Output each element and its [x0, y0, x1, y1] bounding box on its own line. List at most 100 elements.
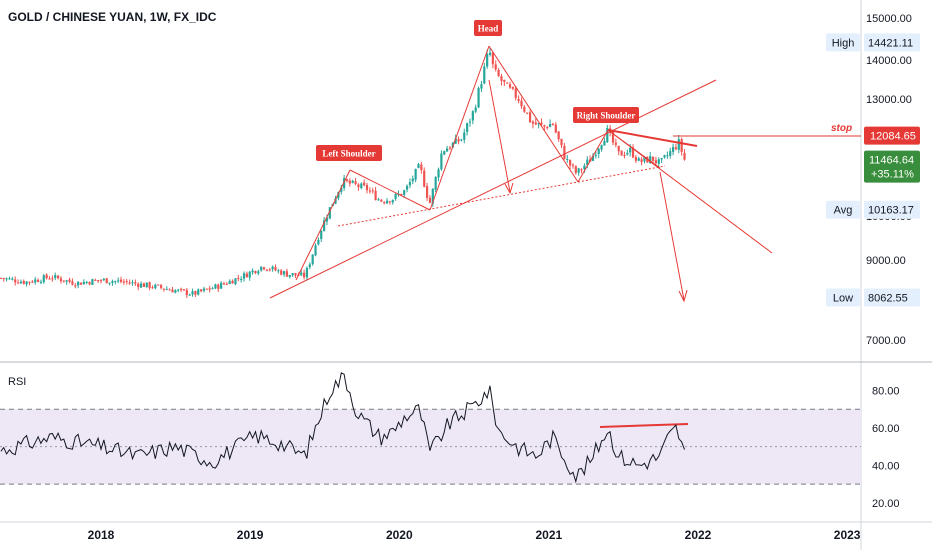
candle: [142, 282, 146, 287]
candle: [466, 122, 469, 136]
price-tag: 12084.65: [864, 126, 920, 145]
candle: [345, 178, 349, 183]
candle: [111, 279, 114, 286]
left-shoulder-leg-2: [349, 169, 431, 211]
candle: [208, 285, 211, 293]
candle: [383, 201, 386, 205]
candle: [260, 266, 263, 272]
candle: [551, 122, 555, 126]
candle: [257, 269, 260, 276]
candle: [245, 271, 248, 278]
candlestick-series: [0, 47, 686, 299]
candle: [443, 150, 446, 156]
candle: [511, 86, 514, 91]
candle: [317, 237, 320, 246]
candle: [471, 110, 474, 125]
candle: [606, 124, 609, 143]
candle: [222, 281, 226, 285]
candle: [228, 279, 231, 285]
head-annotation: Head: [474, 20, 502, 36]
candle: [448, 145, 452, 151]
candle: [534, 118, 537, 126]
candle: [554, 122, 557, 134]
rsi-divergence-line: [599, 423, 689, 428]
right-shoulder-label: Right Shoulder: [577, 111, 636, 121]
candle: [265, 269, 269, 272]
candle: [657, 157, 660, 168]
candle: [151, 285, 154, 289]
candle: [79, 282, 83, 285]
candle: [380, 198, 383, 203]
candle: [569, 159, 572, 170]
candle: [231, 279, 234, 284]
right-shoulder-annotation: Right Shoulder: [573, 107, 639, 123]
candle: [491, 51, 494, 69]
candle: [351, 179, 354, 184]
candle: [240, 276, 243, 283]
candle: [205, 288, 208, 290]
candle: [99, 279, 103, 284]
candle: [463, 128, 466, 144]
price-tag-value: 8062.55: [868, 292, 908, 304]
rsi-axis: 80.00 60.00 40.00 20.00: [872, 385, 900, 509]
candle: [411, 175, 414, 185]
candle: [91, 278, 94, 285]
right-shoulder-leg-1: [577, 129, 609, 183]
candle: [486, 49, 489, 69]
candle: [434, 176, 437, 193]
candle: [254, 270, 257, 275]
candle: [288, 274, 291, 279]
candle: [22, 279, 25, 285]
candle: [377, 197, 380, 201]
candle: [25, 281, 28, 287]
candle: [48, 276, 51, 280]
left-shoulder-annotation: Left Shoulder: [316, 145, 382, 161]
candle: [517, 95, 520, 104]
candle: [262, 266, 266, 271]
candle: [139, 281, 143, 289]
candle: [2, 277, 5, 282]
price-tag-label: Avg: [834, 205, 853, 217]
candle: [508, 81, 512, 89]
candle: [323, 216, 326, 232]
candle: [305, 266, 309, 281]
head-leg-1: [429, 45, 490, 211]
candle: [363, 179, 366, 187]
candle: [94, 278, 97, 281]
candle: [191, 288, 194, 297]
candle: [571, 163, 575, 169]
candle: [528, 110, 532, 123]
candle: [611, 130, 615, 146]
candle: [468, 118, 472, 127]
candle: [71, 278, 74, 286]
candle: [197, 288, 200, 296]
candle: [34, 276, 37, 285]
candle: [82, 279, 85, 285]
head-label: Head: [478, 24, 499, 34]
candle: [340, 184, 343, 195]
candle: [626, 149, 629, 156]
candle: [285, 268, 289, 277]
candle: [526, 112, 529, 115]
candle: [374, 186, 377, 201]
head-leg-2: [488, 45, 579, 183]
price-tick-label: 9000.00: [866, 255, 906, 267]
candle: [480, 80, 483, 93]
left-shoulder-leg-1: [295, 169, 351, 281]
candle: [394, 192, 397, 201]
candle: [423, 167, 426, 188]
candle: [11, 276, 14, 281]
candle: [200, 289, 203, 293]
time-tick-label: 2021: [536, 528, 563, 542]
price-tick-label: 7000.00: [866, 335, 906, 347]
last-price-value: 11464.64: [869, 155, 914, 167]
candle: [211, 286, 214, 290]
candle: [277, 268, 280, 274]
candle: [414, 168, 417, 183]
candle: [365, 182, 369, 194]
candle: [88, 281, 91, 286]
candle: [268, 267, 271, 272]
candle: [674, 143, 678, 151]
candle: [654, 156, 658, 166]
candle: [234, 278, 237, 286]
